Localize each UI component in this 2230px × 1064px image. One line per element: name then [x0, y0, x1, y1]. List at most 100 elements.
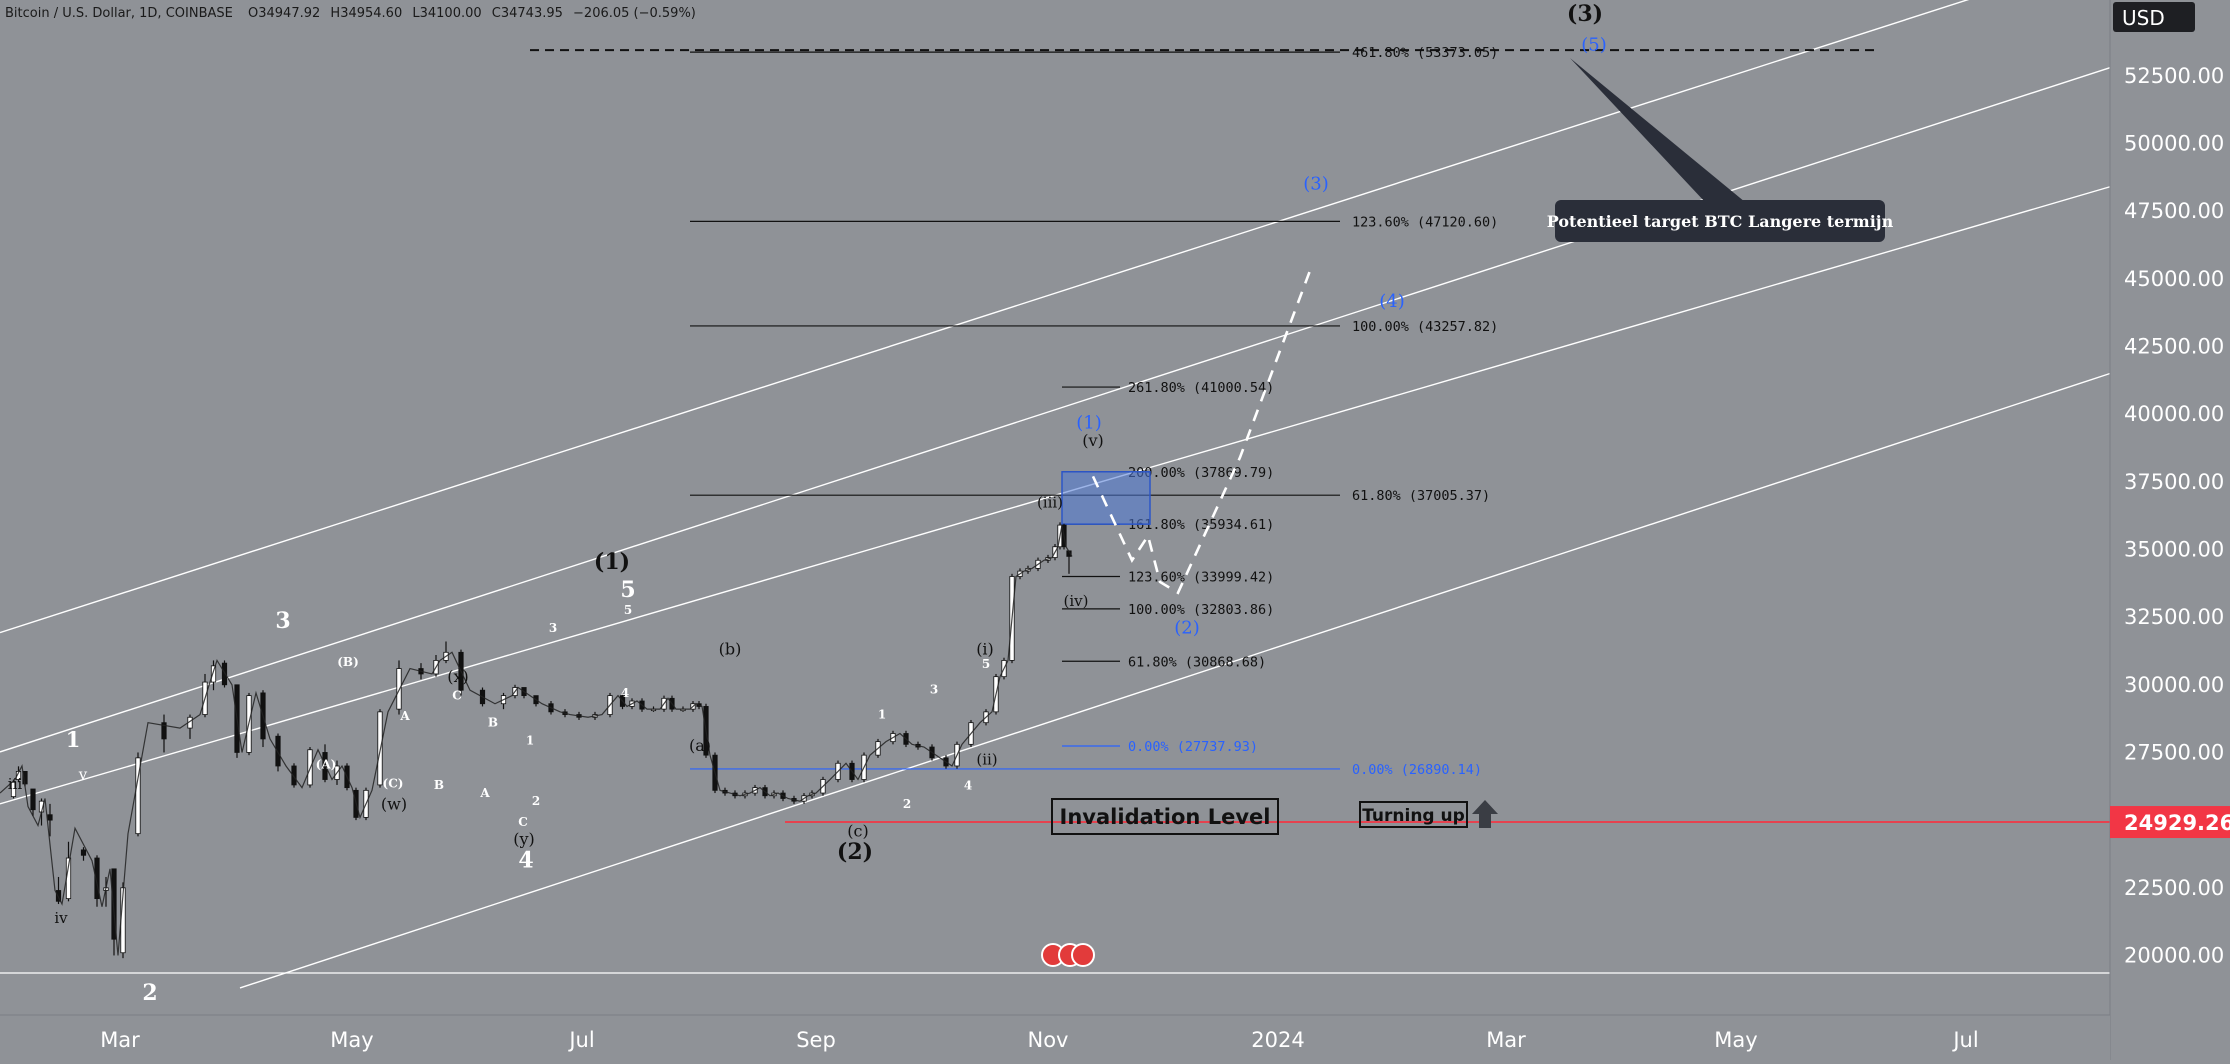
fib-label-7: 161.80% (35934.61) [1128, 517, 1274, 533]
wave-label-35: (i) [976, 639, 994, 658]
fib-label-3: 61.80% (37005.37) [1352, 488, 1490, 504]
price-marker-label: 24929.26 [2124, 811, 2230, 835]
candle-body-23 [291, 765, 297, 786]
fib-levels: 461.80% (53373.05) 123.60% (47120.60) 100.… [690, 45, 2110, 823]
wave-label-25: 5 [624, 603, 632, 617]
y-tick-9: 30000.00 [2124, 673, 2224, 697]
wave-label-42: (3) [1303, 173, 1329, 194]
y-tick-13: 20000.00 [2124, 943, 2224, 967]
wave-label-38: (iv) [1064, 592, 1089, 610]
x-tick-7: May [1714, 1028, 1757, 1052]
turning-up-box[interactable] [1359, 801, 1468, 828]
wave-label-37: (iii) [1037, 494, 1063, 512]
wave-label-33: 4 [964, 779, 972, 793]
target-zone [1061, 471, 1151, 525]
candle-body-0 [10, 781, 17, 798]
wave-label-20: 2 [532, 794, 540, 808]
fib-label-0: 461.80% (53373.05) [1352, 45, 1498, 61]
wave-label-12: C [452, 689, 462, 703]
candle-body-18 [221, 662, 228, 686]
wave-label-31: 2 [903, 797, 911, 811]
header-symbol: Bitcoin / U.S. Dollar, 1D, COINBASE [5, 6, 233, 21]
channel-line-0 [0, 0, 1970, 634]
price-path [0, 524, 1073, 956]
wave-label-9: (C) [383, 777, 404, 791]
x-tick-0: Mar [100, 1028, 140, 1052]
wave-label-45: (3) [1567, 1, 1603, 27]
x-tick-5: 2024 [1251, 1028, 1304, 1052]
wave-label-44: (5) [1581, 34, 1607, 55]
y-axis-background [2110, 0, 2230, 1060]
candle-body-14 [161, 722, 167, 740]
x-tick-labels: Mar May Jul Sep Nov 2024 Mar May Jul [100, 1028, 1978, 1052]
wave-label-2: v [78, 766, 88, 784]
currency-badge[interactable] [2113, 2, 2195, 32]
wave-label-41: (2) [1174, 618, 1200, 639]
candle-body-3 [30, 788, 36, 811]
candle-body-8 [80, 849, 87, 856]
wave-label-1: 1 [66, 727, 81, 752]
wave-label-28: (c) [847, 821, 868, 840]
flag-icon-3[interactable] [1071, 943, 1095, 967]
fib-label-4: 0.00% (26890.14) [1352, 762, 1482, 778]
wave-label-13: (x) [447, 667, 469, 686]
fib-label-6: 200.00% (37869.79) [1128, 465, 1274, 481]
y-tick-0: 52500.00 [2124, 64, 2224, 88]
fib-label-5: 261.80% (41000.54) [1128, 380, 1274, 396]
fib-label-11: 0.00% (27737.93) [1128, 739, 1258, 755]
wave-label-16: C [518, 815, 528, 829]
turning-up-arrow-icon [1472, 800, 1498, 828]
invalidation-box[interactable] [1051, 798, 1279, 835]
wave-label-34: (ii) [976, 750, 997, 768]
x-axis[interactable]: Mar May Jul Sep Nov 2024 Mar May Jul [0, 1014, 2110, 1060]
wave-label-7: A [399, 709, 410, 723]
y-tick-5: 40000.00 [2124, 402, 2224, 426]
wave-label-11: B [434, 778, 444, 792]
candle-body-22 [275, 735, 281, 767]
projection-path [1091, 270, 1312, 595]
y-tick-3: 45000.00 [2124, 267, 2224, 291]
wave-labels: iii1viv23(B)A(A)(C)(w)BC(x)BAC(y)41234(1… [8, 1, 1607, 1006]
candle-body-6 [55, 890, 62, 902]
callout-text: Potentieel target BTC Langere termijn [1547, 212, 1894, 231]
fib-label-1: 123.60% (47120.60) [1352, 214, 1498, 230]
turning-up-text: Turning up [1362, 806, 1465, 826]
wave-label-0: iii [8, 775, 23, 793]
fib-label-8: 123.60% (33999.42) [1128, 570, 1274, 586]
callout-pointer [1570, 58, 1745, 202]
wave-label-4: 2 [142, 980, 157, 1006]
header-bar: Bitcoin / U.S. Dollar, 1D, COINBASE O349… [5, 6, 696, 21]
candle-body-17 [210, 665, 217, 683]
y-tick-2: 47500.00 [2124, 199, 2224, 223]
wave-label-24: 5 [620, 577, 635, 603]
wave-label-15: A [479, 786, 490, 800]
y-tick-1: 50000.00 [2124, 131, 2224, 155]
wave-label-23: (1) [594, 549, 630, 575]
price-marker-badge[interactable] [2110, 806, 2230, 839]
candle-body-11 [111, 868, 117, 940]
wave-label-40: (v) [1082, 431, 1104, 450]
y-tick-12: 22500.00 [2124, 876, 2224, 900]
wave-label-30: 1 [878, 708, 886, 722]
candles [0, 522, 1073, 959]
wave-label-10: (w) [381, 794, 407, 813]
wave-label-17: (y) [513, 829, 535, 848]
candle-body-31 [396, 668, 402, 710]
candle-body-9 [94, 857, 100, 900]
y-tick-7: 35000.00 [2124, 537, 2224, 561]
wave-label-6: (B) [337, 655, 359, 669]
price-marker: 24929.26 [2110, 806, 2230, 839]
wave-label-5: 3 [275, 608, 290, 634]
target-zone-box[interactable] [1061, 471, 1151, 525]
header-ohlc: O34947.92 H34954.60 L34100.00 C34743.95 … [248, 6, 696, 21]
y-axis[interactable]: USD 52500.00 50000.00 47500.00 45000.00 4250… [2109, 0, 2230, 1060]
us-flag-event-icon[interactable] [1041, 943, 1095, 967]
x-tick-1: May [330, 1028, 373, 1052]
callout-box[interactable] [1555, 200, 1885, 242]
wave-label-39: (1) [1076, 412, 1102, 433]
wave-label-19: 1 [526, 733, 534, 747]
y-tick-6: 37500.00 [2124, 470, 2224, 494]
y-tick-4: 42500.00 [2124, 334, 2224, 358]
